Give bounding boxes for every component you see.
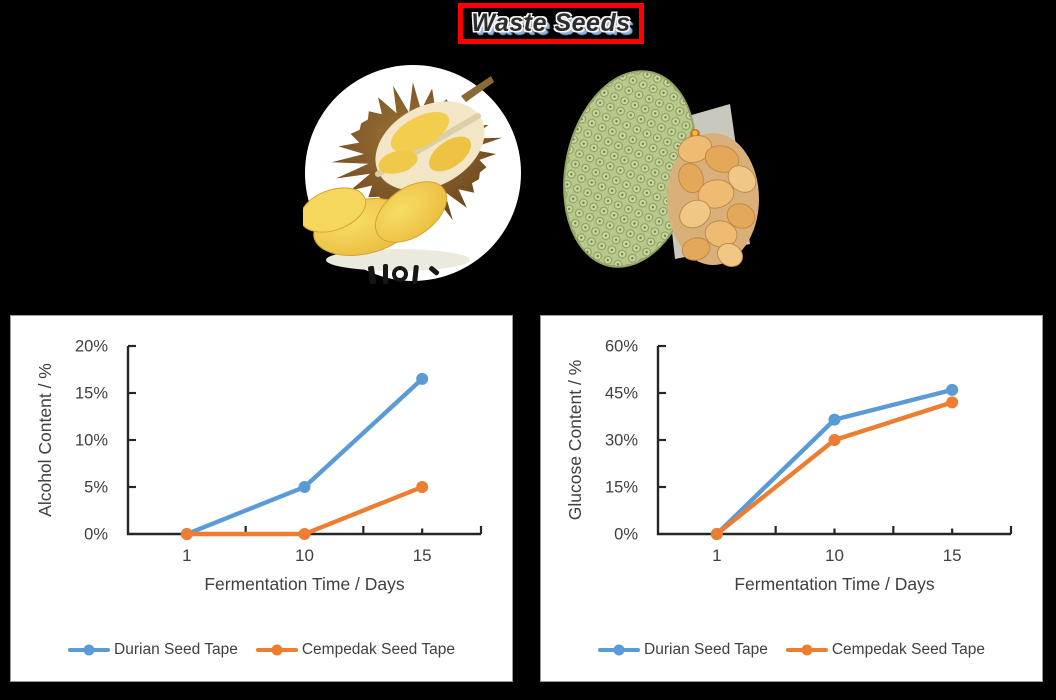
svg-text:0%: 0% <box>84 526 108 544</box>
svg-text:Fermentation Time / Days: Fermentation Time / Days <box>204 574 405 594</box>
svg-text:0%: 0% <box>614 526 638 544</box>
legend-item-durian: Durian Seed Tape <box>68 641 238 659</box>
svg-text:15: 15 <box>413 546 432 565</box>
orange-line-marker-icon <box>785 644 828 656</box>
legend-label: Cempedak Seed Tape <box>831 641 985 658</box>
blue-line-marker-icon <box>68 644 111 656</box>
svg-text:15%: 15% <box>75 385 108 403</box>
durian-flesh-pods <box>303 181 448 256</box>
svg-text:30%: 30% <box>605 432 638 450</box>
durian-fruit-photo <box>303 65 521 285</box>
legend-item-cempedak: Cempedak Seed Tape <box>785 641 985 659</box>
legend-label: Durian Seed Tape <box>114 641 238 658</box>
orange-line-marker-icon <box>255 644 298 656</box>
svg-text:5%: 5% <box>84 479 108 497</box>
legend-item-durian: Durian Seed Tape <box>598 641 768 659</box>
alcohol-chart-panel: 0% 5% 10% 15% 20% 1 10 15 Fermentation Time / Da… <box>10 315 513 682</box>
legend-label: Durian Seed Tape <box>644 641 768 658</box>
cempedak-seed-cluster <box>667 133 759 267</box>
svg-text:45%: 45% <box>605 385 638 403</box>
svg-text:10: 10 <box>295 546 314 565</box>
legend-label: Cempedak Seed Tape <box>301 641 455 658</box>
svg-text:Glucose Content / %: Glucose Content / % <box>565 360 585 521</box>
page-title: Waste Seeds <box>471 9 631 37</box>
glucose-chart-panel: 0% 15% 30% 45% 60% 1 10 15 Fermentation Time / D… <box>540 315 1043 682</box>
svg-text:1: 1 <box>712 546 721 565</box>
glucose-content-chart: 0% 15% 30% 45% 60% 1 10 15 Fermentation Time / D… <box>565 338 1013 594</box>
cempedak-fruit-photo <box>563 70 759 268</box>
svg-text:15%: 15% <box>605 479 638 497</box>
svg-text:Fermentation Time / Days: Fermentation Time / Days <box>734 574 935 594</box>
alcohol-content-chart: 0% 5% 10% 15% 20% 1 10 15 Fermentation Time / Da… <box>35 338 483 594</box>
svg-text:60%: 60% <box>605 338 638 356</box>
svg-text:20%: 20% <box>75 338 108 356</box>
alcohol-chart-legend: Durian Seed Tape Cempedak Seed Tape <box>11 639 512 661</box>
svg-text:10%: 10% <box>75 432 108 450</box>
title-box: Waste Seeds <box>458 3 644 44</box>
cropped-watermark-marks <box>368 264 440 285</box>
svg-text:1: 1 <box>182 546 191 565</box>
svg-text:10: 10 <box>825 546 844 565</box>
blue-line-marker-icon <box>598 644 641 656</box>
svg-text:Alcohol Content / %: Alcohol Content / % <box>35 363 55 517</box>
svg-text:15: 15 <box>943 546 962 565</box>
legend-item-cempedak: Cempedak Seed Tape <box>255 641 455 659</box>
glucose-chart-legend: Durian Seed Tape Cempedak Seed Tape <box>541 639 1042 661</box>
